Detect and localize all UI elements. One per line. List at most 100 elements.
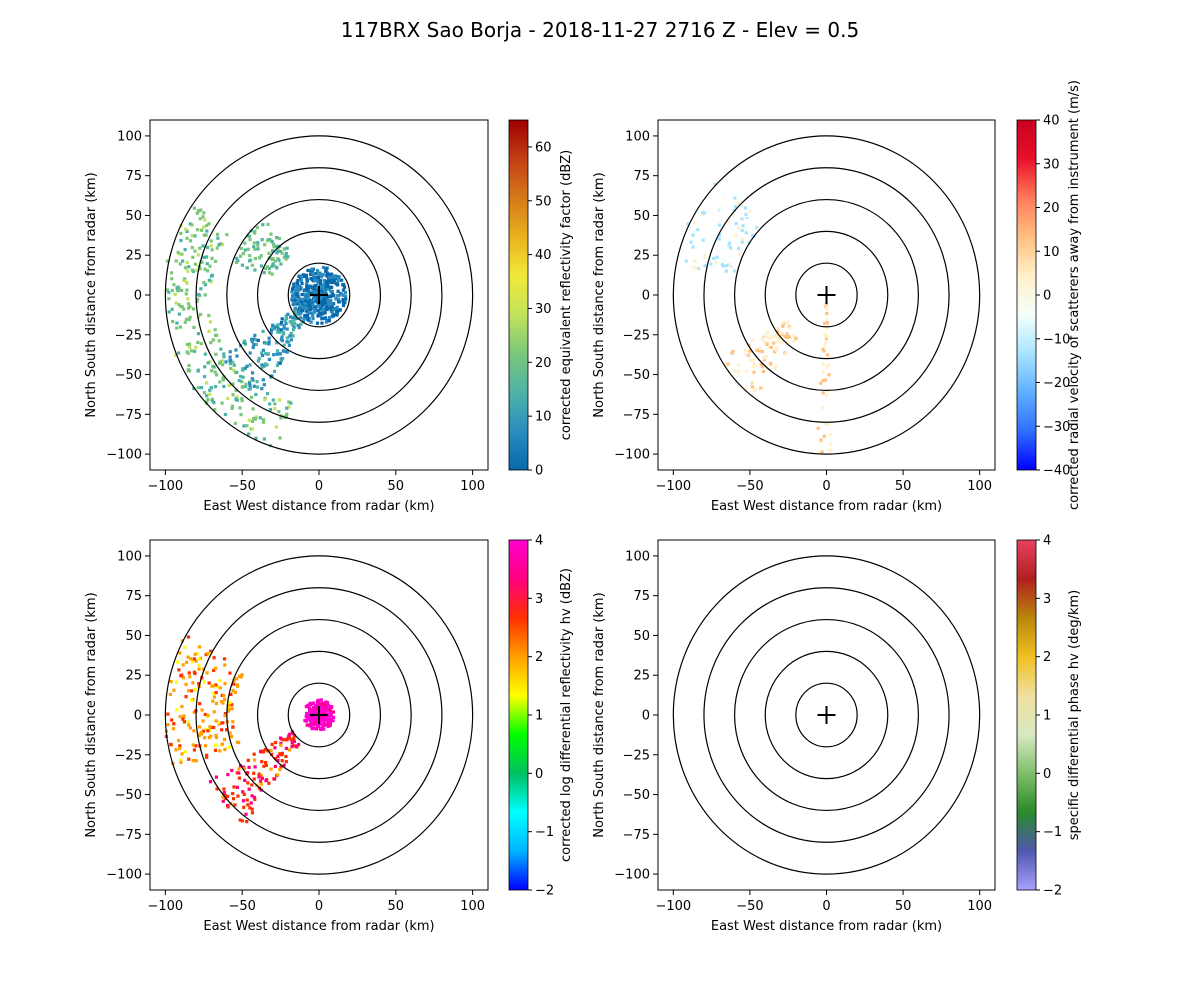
echo-cell xyxy=(184,695,188,699)
echo-cell xyxy=(292,318,296,322)
echo-cell xyxy=(284,321,288,325)
echo-cell xyxy=(245,819,249,824)
echo-cell xyxy=(285,412,289,416)
echo-cell xyxy=(253,268,257,272)
echo-cell xyxy=(324,305,328,309)
echo-cell xyxy=(769,345,773,349)
y-tick-label: 0 xyxy=(642,289,650,304)
echo-cell xyxy=(273,402,277,406)
echo-cell xyxy=(225,728,229,732)
echo-cell xyxy=(313,305,317,309)
echo-cell xyxy=(256,338,260,343)
echo-cell xyxy=(200,708,204,712)
y-tick-label: 0 xyxy=(134,289,142,304)
echo-cell xyxy=(199,385,204,390)
echo-cell xyxy=(312,712,316,716)
echo-cell xyxy=(247,387,251,391)
echo-cell xyxy=(244,812,248,816)
echo-cell xyxy=(305,723,309,727)
echo-cell xyxy=(824,378,828,382)
echo-cell xyxy=(292,737,296,741)
echo-cell xyxy=(226,805,230,809)
echo-cell xyxy=(243,248,247,252)
echo-cell xyxy=(298,302,302,307)
echo-cell xyxy=(281,330,286,335)
echo-cell xyxy=(213,370,217,374)
range-ring xyxy=(764,230,889,360)
echo-cell xyxy=(218,242,223,246)
y-tick-label: 75 xyxy=(633,169,650,184)
echo-cell xyxy=(304,714,308,719)
echo-cell xyxy=(170,307,174,311)
echo-cell xyxy=(731,349,735,353)
echo-cell xyxy=(319,295,323,299)
echo-cell xyxy=(222,787,226,791)
echo-cell xyxy=(273,407,277,411)
echo-cell xyxy=(290,744,294,749)
echo-cell xyxy=(199,208,203,212)
y-tick-label: −100 xyxy=(106,448,142,463)
echo-cell xyxy=(243,778,247,782)
echo-cell xyxy=(241,790,245,794)
echo-cell xyxy=(234,260,239,265)
echo-cell xyxy=(206,361,210,365)
echo-cell xyxy=(193,687,197,692)
echo-cell xyxy=(728,241,732,246)
echo-cell xyxy=(301,273,306,277)
echo-cell xyxy=(310,298,314,302)
echo-cell xyxy=(825,393,829,397)
echo-cell xyxy=(311,311,315,315)
echo-cell xyxy=(729,226,733,230)
echo-cell xyxy=(302,293,306,297)
echo-cell xyxy=(294,744,298,748)
echo-cell xyxy=(743,206,748,210)
range-ring xyxy=(703,587,950,843)
echo-cell xyxy=(205,671,209,675)
echo-cell xyxy=(305,297,309,301)
echo-cell xyxy=(188,304,192,309)
echo-cell xyxy=(325,282,329,286)
echo-cell xyxy=(240,673,244,677)
echo-cell xyxy=(283,415,287,419)
colorbar-tick-label: −20 xyxy=(1043,376,1070,391)
echo-cell xyxy=(331,275,335,279)
echo-cell xyxy=(201,729,206,733)
echo-cell xyxy=(251,345,255,350)
echo-cell xyxy=(736,370,741,374)
echo-cell xyxy=(328,720,333,725)
echo-cell xyxy=(278,768,282,772)
echo-cell xyxy=(248,383,252,388)
echo-cell xyxy=(781,324,785,328)
echo-cell xyxy=(711,210,715,214)
echo-cell xyxy=(233,803,237,807)
echo-cell xyxy=(736,201,740,205)
echo-cell xyxy=(306,292,310,296)
echo-cell xyxy=(231,720,235,724)
echo-cell xyxy=(268,407,273,412)
echo-cell xyxy=(260,238,264,242)
echo-cell xyxy=(186,689,191,693)
echo-cell xyxy=(307,294,311,298)
echo-cell xyxy=(691,233,695,237)
echo-cell xyxy=(327,302,331,306)
echo-cell xyxy=(276,330,280,334)
echo-cell xyxy=(301,319,306,323)
echo-cell xyxy=(280,317,284,321)
echo-cell xyxy=(171,727,176,731)
echo-cell xyxy=(329,278,333,282)
echo-cell xyxy=(174,353,178,357)
echo-cell xyxy=(209,239,213,243)
echo-cell xyxy=(186,655,190,659)
echo-cell xyxy=(270,742,274,746)
colorbar-tick-label: 1 xyxy=(535,709,543,724)
echo-cell xyxy=(262,341,267,345)
echo-cell xyxy=(199,342,203,346)
echo-cell xyxy=(776,339,780,343)
echo-cell xyxy=(177,312,181,316)
colorbar-tick-label: 0 xyxy=(535,464,543,479)
echo-cell xyxy=(760,337,765,341)
echo-cell xyxy=(285,340,289,344)
echo-cell xyxy=(183,645,187,649)
echo-cell xyxy=(190,245,194,250)
echo-cell xyxy=(203,365,207,369)
